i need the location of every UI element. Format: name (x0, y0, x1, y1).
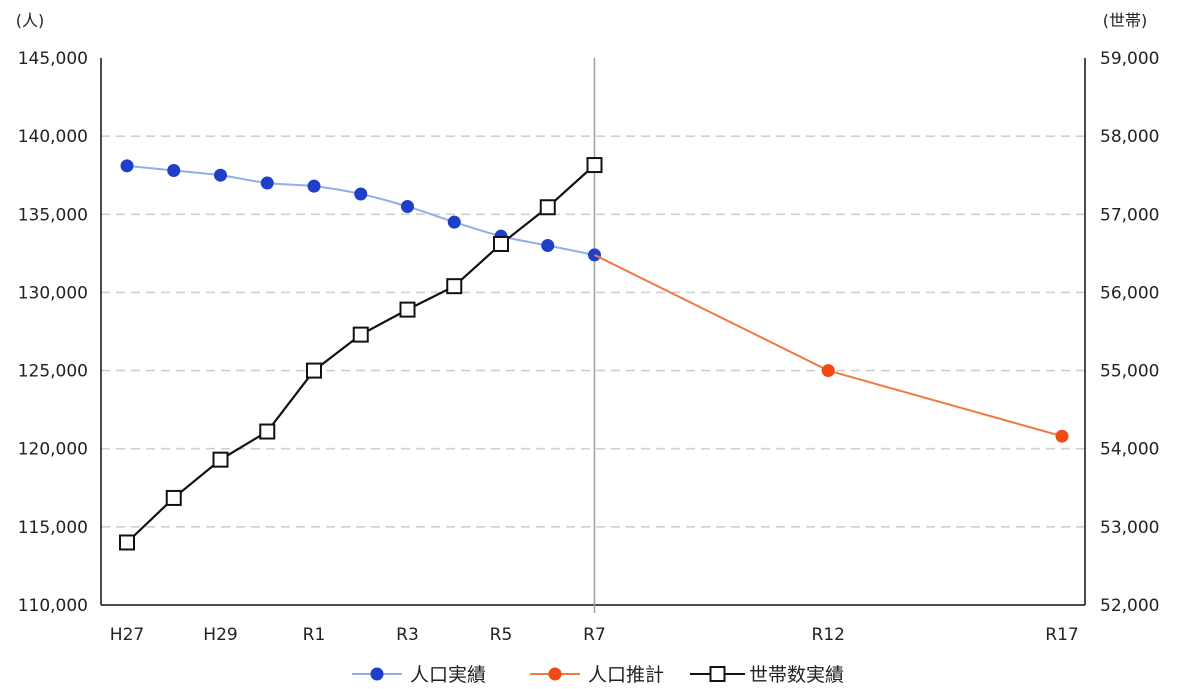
y-right-tick-label: 52,000 (1100, 596, 1159, 616)
data-point (214, 168, 227, 182)
gridlines (101, 135, 1085, 528)
y-left-tick-label: 115,000 (18, 518, 88, 538)
data-point (260, 176, 274, 190)
data-point (493, 235, 509, 252)
data-point (447, 215, 461, 229)
data-point (586, 157, 603, 174)
y-left-tick-label: 110,000 (18, 596, 88, 616)
legend-label: 世帯数実績 (749, 664, 844, 686)
data-point (212, 451, 229, 468)
x-tick-label: H27 (110, 625, 144, 645)
data-point (119, 534, 135, 551)
data-point (259, 423, 276, 440)
x-tick-label: H29 (203, 625, 237, 645)
y-right-tick-label: 59,000 (1100, 49, 1159, 69)
series-line (126, 164, 596, 544)
data-point (165, 489, 182, 506)
legend-marker (370, 667, 384, 681)
data-point (307, 179, 321, 193)
x-tick-label: R12 (812, 625, 845, 645)
axes (100, 58, 1086, 613)
data-point (821, 364, 835, 378)
data-point (1055, 429, 1069, 443)
data-point (167, 164, 181, 178)
x-tick-label: R7 (583, 625, 606, 645)
y-right-tick-label: 54,000 (1100, 440, 1159, 460)
data-point (541, 239, 555, 253)
legend-marker (709, 666, 726, 682)
left-axis-unit: (人) (16, 11, 45, 30)
y-right-tick-label: 58,000 (1100, 127, 1159, 147)
y-left-tick-label: 145,000 (18, 49, 88, 69)
y-left-tick-label: 140,000 (18, 127, 88, 147)
y-left-tick-label: 135,000 (18, 205, 88, 225)
y-left-tick-label: 125,000 (18, 362, 88, 382)
legend-marker (548, 667, 562, 681)
data-point (352, 326, 369, 343)
x-tick-label: R3 (396, 625, 419, 645)
series-line (126, 164, 595, 256)
y-right-tick-label: 53,000 (1100, 518, 1159, 538)
data-point (399, 301, 416, 318)
legend-label: 人口推計 (588, 664, 664, 686)
x-tick-label: R5 (490, 625, 513, 645)
y-right-tick-label: 57,000 (1100, 205, 1159, 225)
data-point (446, 278, 463, 295)
data-point (539, 199, 556, 216)
y-left-tick-label: 120,000 (18, 440, 88, 460)
legend: 人口実績 人口推計 世帯数実績 (352, 664, 844, 686)
y-left-tick-label: 130,000 (18, 283, 88, 303)
x-tick-label: R17 (1045, 625, 1078, 645)
axis-labels: (人) (世帯) 110,000 52,000 115,000 53,000 120,0… (16, 11, 1160, 645)
y-right-tick-label: 56,000 (1100, 283, 1159, 303)
series (119, 157, 1069, 551)
data-point (401, 199, 414, 213)
series-line (594, 254, 1063, 438)
x-tick-label: R1 (303, 625, 326, 645)
data-point (354, 187, 368, 201)
data-point (588, 248, 601, 262)
data-point (120, 159, 134, 173)
right-axis-unit: (世帯) (1103, 11, 1148, 30)
legend-label: 人口実績 (410, 664, 486, 686)
data-point (306, 362, 322, 379)
y-right-tick-label: 55,000 (1100, 362, 1159, 382)
